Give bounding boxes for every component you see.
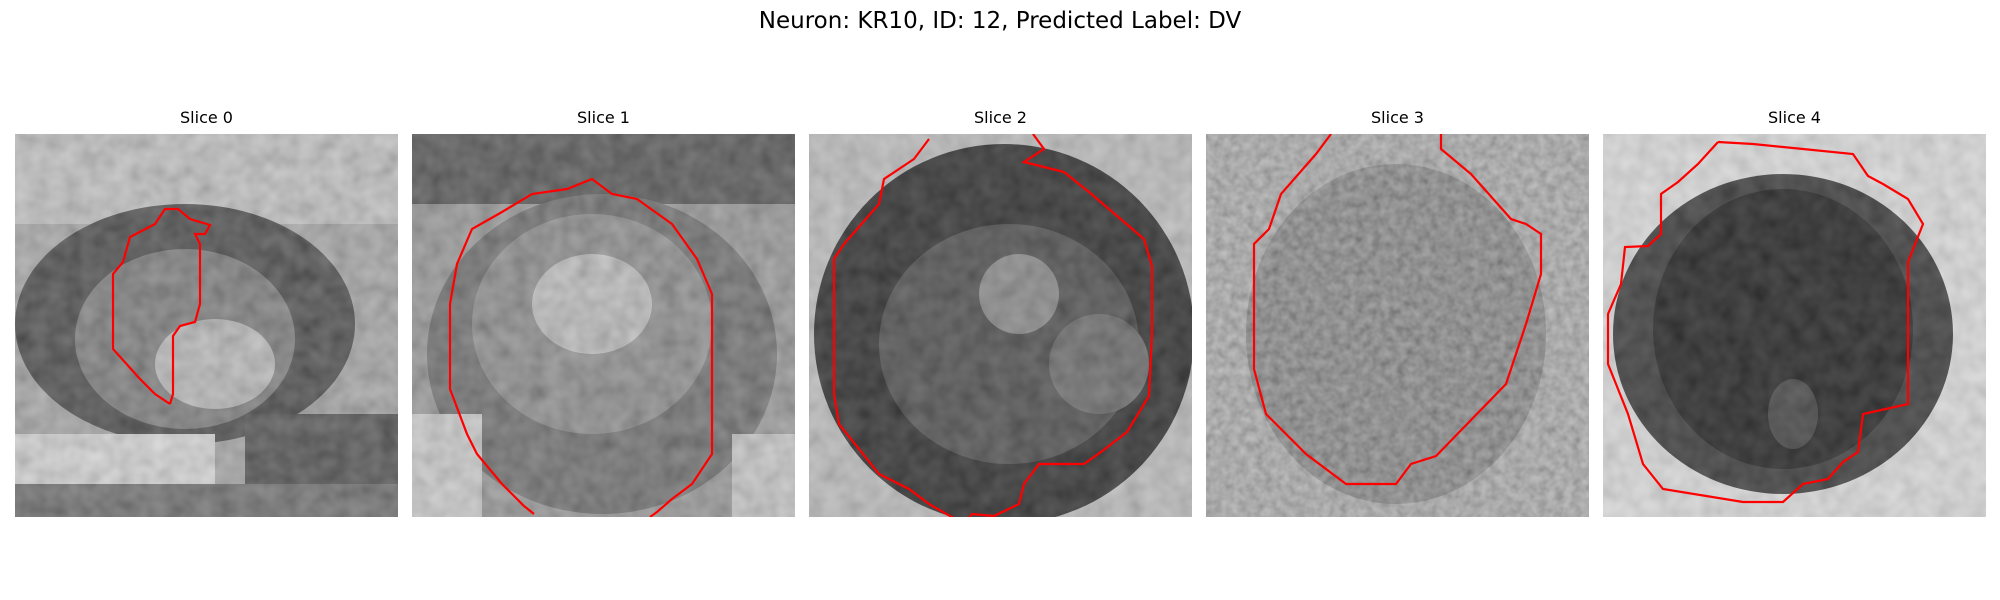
slice-title-0: Slice 0 xyxy=(15,107,398,129)
slice-panel-1: Slice 1 xyxy=(412,107,795,518)
slice-image-0 xyxy=(15,134,398,517)
slice-panel-0: Slice 0 xyxy=(15,107,398,518)
slice-title-4: Slice 4 xyxy=(1603,107,1986,129)
slice-title-1: Slice 1 xyxy=(412,107,795,129)
slice-title-3: Slice 3 xyxy=(1206,107,1589,129)
slice-panel-3: Slice 3 xyxy=(1206,107,1589,518)
slice-title-2: Slice 2 xyxy=(809,107,1192,129)
figure-title: Neuron: KR10, ID: 12, Predicted Label: D… xyxy=(0,6,2000,36)
slice-image-4 xyxy=(1603,134,1986,517)
slice-image-2 xyxy=(809,134,1192,517)
slice-image-3 xyxy=(1206,134,1589,517)
slice-panel-2: Slice 2 xyxy=(809,107,1192,518)
slice-panel-4: Slice 4 xyxy=(1603,107,1986,518)
slice-image-1 xyxy=(412,134,795,517)
